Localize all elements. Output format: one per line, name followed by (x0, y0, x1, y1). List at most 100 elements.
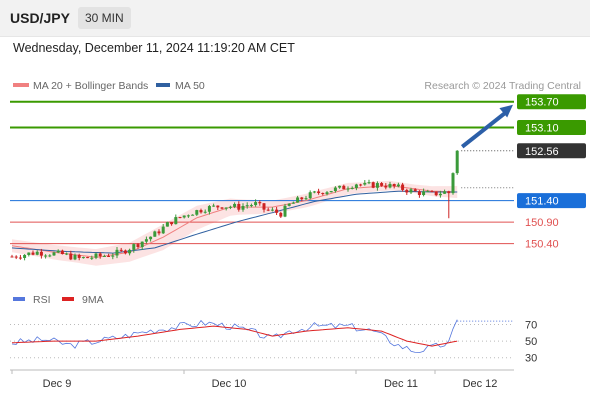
candle-body-56 (245, 205, 249, 207)
x-tick-label-1: Dec 10 (212, 378, 247, 390)
candle-body-98 (422, 191, 426, 196)
rsi-legend-label: RSI (33, 294, 51, 306)
candle-body-9 (48, 255, 52, 257)
candle-body-103 (443, 191, 447, 194)
candle-body-32 (144, 239, 148, 242)
rsi-tick-label-30: 30 (525, 353, 537, 365)
rsi-tick-label-70: 70 (525, 319, 537, 331)
candle-body-45 (199, 210, 203, 213)
candle-body-43 (191, 214, 195, 216)
candle-body-40 (178, 217, 182, 219)
candle-body-89 (384, 185, 388, 188)
chart-datetime: Wednesday, December 11, 2024 11:19:20 AM… (13, 41, 295, 55)
candle-body-91 (392, 184, 396, 187)
rsi-panel: 70 50 30 (10, 319, 537, 365)
candle-body-79 (342, 185, 346, 190)
candle-body-88 (380, 183, 384, 186)
candle-body-80 (346, 188, 350, 190)
x-axis-ticks: Dec 9 Dec 10 Dec 11 Dec 12 (11, 370, 498, 390)
candle-body-65 (283, 205, 287, 217)
candle-body-49 (216, 205, 220, 208)
candle-body-4 (27, 252, 31, 255)
candle-body-67 (291, 202, 295, 204)
forecast-arrow-layer (460, 104, 513, 149)
candle-body-77 (333, 187, 337, 192)
candle-body-75 (325, 192, 329, 195)
rsi-legend: RSI 9MA (13, 294, 104, 306)
candle-body-15 (73, 254, 77, 260)
candle-body-94 (405, 189, 409, 193)
candle-body-64 (279, 212, 283, 217)
rsi-tick-label-50: 50 (525, 336, 537, 348)
candle-body-31 (140, 241, 144, 248)
candle-body-29 (132, 244, 136, 250)
candle-body-35 (157, 231, 161, 234)
bollinger-band (12, 180, 458, 266)
moving-averages-layer (11, 185, 458, 258)
candle-body-71 (308, 192, 312, 199)
candle-body-5 (31, 252, 35, 255)
candle-body-52 (228, 206, 232, 208)
candles-layer (10, 150, 459, 261)
candle-body-58 (254, 202, 258, 206)
x-tick-label-3: Dec 12 (463, 378, 498, 390)
ma50-legend-label: MA 50 (175, 80, 205, 92)
rsi-legend-swatch (13, 297, 25, 301)
candle-body-106 (455, 150, 459, 174)
bollinger-band-layer (12, 180, 458, 266)
candle-body-96 (413, 189, 417, 192)
candle-body-63 (275, 209, 279, 213)
candle-body-83 (359, 184, 363, 186)
candle-body-47 (207, 206, 211, 212)
chart-header: USD/JPY 30 MIN (0, 0, 590, 37)
candle-body-48 (212, 205, 216, 207)
candle-body-87 (375, 183, 379, 188)
candle-body-100 (430, 191, 434, 193)
candle-body-21 (98, 253, 102, 257)
candle-body-13 (65, 253, 69, 255)
timeframe-badge[interactable]: 30 MIN (78, 7, 131, 29)
candle-body-41 (182, 215, 186, 218)
forecast-arrow-head (499, 104, 513, 118)
candle-body-90 (388, 184, 392, 188)
candle-body-82 (354, 184, 358, 188)
candle-body-28 (128, 249, 132, 254)
support-label-4: 150.90 (525, 217, 559, 229)
candle-body-66 (287, 203, 291, 206)
candle-body-22 (102, 255, 106, 257)
candle-body-92 (396, 184, 400, 187)
pivot-label-box (517, 193, 586, 209)
candle-body-62 (270, 209, 274, 211)
symbol-title: USD/JPY (10, 10, 70, 26)
candle-body-2 (18, 257, 22, 259)
rsi-line (11, 319, 458, 354)
levels-layer: 153.70 153.10 152.56 151.40 150.90 150.40 (10, 94, 586, 251)
candle-body-1 (14, 256, 18, 258)
candle-body-76 (329, 191, 333, 193)
candle-body-57 (249, 205, 253, 207)
candle-body-20 (94, 253, 98, 258)
resistance-label-0: 153.70 (525, 97, 559, 109)
candle-body-54 (237, 203, 241, 210)
candle-body-104 (447, 191, 451, 194)
candle-body-68 (296, 197, 300, 203)
ma9-legend-swatch (62, 297, 74, 301)
candle-body-93 (401, 184, 405, 190)
candle-body-105 (451, 173, 455, 194)
candle-body-69 (300, 197, 304, 200)
candle-body-84 (363, 182, 367, 185)
forecast-arrow-shaft (460, 109, 510, 149)
candle-body-73 (317, 191, 321, 194)
pivot-label: 151.40 (525, 196, 559, 208)
candle-body-78 (338, 185, 342, 188)
candle-body-17 (81, 257, 85, 259)
candle-body-59 (258, 202, 262, 204)
candle-body-61 (266, 209, 270, 211)
x-tick-label-0: Dec 9 (43, 378, 72, 390)
candle-body-16 (77, 254, 81, 258)
candle-body-51 (224, 207, 228, 209)
candle-body-25 (115, 249, 119, 256)
candle-body-18 (86, 257, 90, 259)
candle-body-50 (220, 207, 224, 209)
